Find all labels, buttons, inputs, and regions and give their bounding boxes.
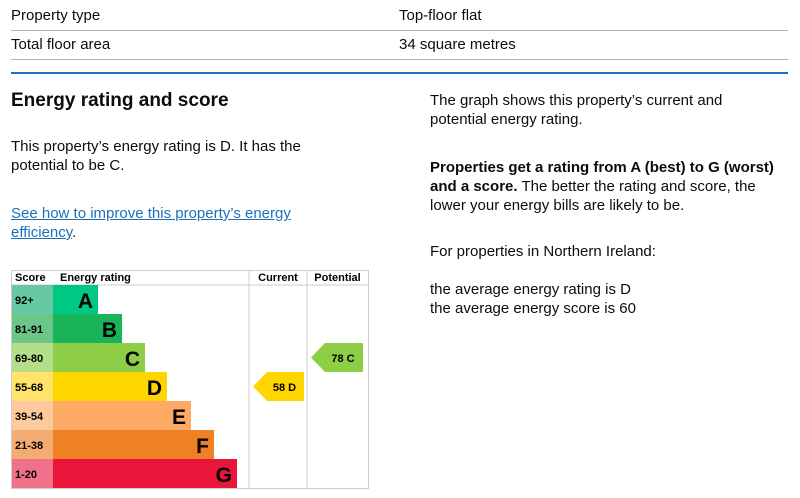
score-cell-F bbox=[12, 430, 53, 459]
energy-rating-chart: Score Energy rating Current Potential 92+ A 81… bbox=[11, 270, 369, 489]
band-bar-E bbox=[53, 401, 191, 430]
band-letter-B: B bbox=[102, 319, 117, 342]
score-label-A: 92+ bbox=[15, 295, 34, 307]
score-label-D: 55-68 bbox=[15, 382, 43, 394]
score-label-E: 39-54 bbox=[15, 411, 44, 423]
header-current: Current bbox=[258, 272, 298, 284]
band-bar-F bbox=[53, 430, 214, 459]
graph-text: The graph shows this property’s current … bbox=[430, 92, 723, 128]
score-cell-E bbox=[12, 401, 53, 430]
score-cell-B bbox=[12, 314, 53, 343]
current-rating-label: 58 D bbox=[273, 382, 296, 394]
page-title: Energy rating and score bbox=[11, 90, 229, 111]
band-letter-E: E bbox=[172, 406, 186, 429]
summary-value: 34 square metres bbox=[399, 36, 516, 53]
potential-rating-arrow bbox=[311, 343, 363, 372]
header-score: Score bbox=[15, 272, 46, 284]
band-letter-D: D bbox=[147, 377, 162, 400]
rating-explanation: Properties get a rating from A (best) to… bbox=[430, 158, 790, 215]
band-bar-B bbox=[53, 314, 122, 343]
score-cell-A bbox=[12, 285, 53, 314]
summary-value: Top-floor flat bbox=[399, 7, 482, 24]
score-cell-D bbox=[12, 372, 53, 401]
ni-text: For properties in Northern Ireland: bbox=[430, 243, 656, 260]
rating-explanation-rest: The better the rating and score, the low… bbox=[430, 178, 756, 214]
band-letter-G: G bbox=[216, 464, 232, 487]
score-cell-C bbox=[12, 343, 53, 372]
rating-text: This property’s energy rating is D. It h… bbox=[11, 138, 301, 174]
section-divider bbox=[11, 72, 788, 74]
current-rating-arrow bbox=[253, 372, 304, 401]
score-label-B: 81-91 bbox=[15, 324, 43, 336]
band-bar-C bbox=[53, 343, 145, 372]
improve-link[interactable]: See how to improve this property’s energ… bbox=[11, 205, 291, 241]
improve-paragraph: See how to improve this property’s energ… bbox=[11, 204, 311, 242]
average-rating: the average energy rating is D bbox=[430, 281, 631, 298]
band-letter-F: F bbox=[196, 435, 209, 458]
summary-row-property-type: Property type Top-floor flat bbox=[11, 1, 788, 31]
band-bar-G bbox=[53, 459, 237, 488]
summary-label: Total floor area bbox=[11, 36, 111, 53]
summary-row-floor-area: Total floor area 34 square metres bbox=[11, 30, 788, 60]
score-label-G: 1-20 bbox=[15, 469, 37, 481]
band-letter-A: A bbox=[78, 290, 93, 313]
improve-suffix: . bbox=[72, 224, 77, 241]
band-bar-A bbox=[53, 285, 98, 314]
band-letter-C: C bbox=[125, 348, 140, 371]
score-cell-G bbox=[12, 459, 53, 488]
summary-label: Property type bbox=[11, 7, 101, 24]
average-score: the average energy score is 60 bbox=[430, 300, 636, 317]
rating-explanation-bold: Properties get a rating from A (best) to… bbox=[430, 159, 774, 195]
score-label-C: 69-80 bbox=[15, 353, 43, 365]
header-energy-rating: Energy rating bbox=[60, 272, 131, 284]
score-label-F: 21-38 bbox=[15, 440, 43, 452]
header-potential: Potential bbox=[314, 272, 360, 284]
band-bar-D bbox=[53, 372, 167, 401]
potential-rating-label: 78 C bbox=[331, 353, 354, 365]
